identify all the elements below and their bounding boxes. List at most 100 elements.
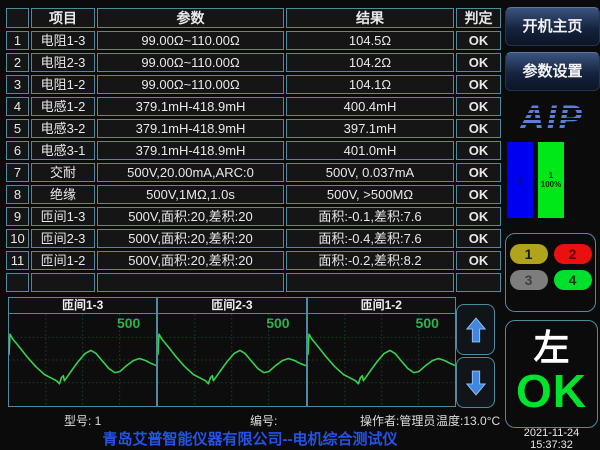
table-cell: 104.2Ω <box>286 53 454 72</box>
table-cell: 匝间1-3 <box>31 207 95 226</box>
scroll-up-button[interactable] <box>456 304 495 355</box>
column-header: 参数 <box>97 8 284 28</box>
table-cell: 7 <box>6 163 29 182</box>
waveform-scroll-buttons <box>456 304 495 408</box>
station-pill-3[interactable]: 3 <box>509 270 548 290</box>
table-cell: 8 <box>6 185 29 204</box>
table-cell: 401.0mH <box>286 141 454 160</box>
table-cell <box>6 273 29 292</box>
waveform-title: 匝间1-3 <box>8 297 158 314</box>
column-header: 结果 <box>286 8 454 28</box>
table-cell: 99.00Ω~110.00Ω <box>97 75 284 94</box>
waveform-chart: 500 <box>157 314 307 407</box>
table-cell: 104.1Ω <box>286 75 454 94</box>
table-cell: 电感3-1 <box>31 141 95 160</box>
table-cell: 500V,面积:20,差积:20 <box>97 229 284 248</box>
table-row[interactable]: 3 电阻1-2 99.00Ω~110.00Ω 104.1Ω OK <box>6 75 501 94</box>
settings-button[interactable]: 参数设置 <box>505 52 600 91</box>
column-header: 项目 <box>31 8 95 28</box>
station-pill-2[interactable]: 2 <box>553 244 592 264</box>
company-footer: 青岛艾普智能仪器有限公司--电机综合测试仪 <box>102 431 398 448</box>
table-cell <box>97 273 284 292</box>
table-cell: 500V, 0.037mA <box>286 163 454 182</box>
table-cell: 99.00Ω~110.00Ω <box>97 53 284 72</box>
table-row[interactable]: 6 电感3-1 379.1mH-418.9mH 401.0mH OK <box>6 141 501 160</box>
table-cell: 电阻1-3 <box>31 31 95 50</box>
table-cell: 99.00Ω~110.00Ω <box>97 31 284 50</box>
table-cell: 电感1-2 <box>31 97 95 116</box>
station-pill-4[interactable]: 4 <box>553 270 592 290</box>
aip-logo-text: AIP <box>519 99 584 138</box>
column-header <box>6 8 29 28</box>
judgment-cell: OK <box>456 185 501 204</box>
serial-label: 编号: <box>250 414 278 428</box>
table-cell <box>31 273 95 292</box>
station-pill-1[interactable]: 1 <box>509 244 548 264</box>
table-row[interactable]: 9 匝间1-3 500V,面积:20,差积:20 面积:-0.1,差积:7.6 OK <box>6 207 501 226</box>
table-cell: 交耐 <box>31 163 95 182</box>
test-result-panel: 左 OK <box>505 320 598 428</box>
table-cell: 379.1mH-418.9mH <box>97 141 284 160</box>
datetime-display: 2021-11-24 15:37:32 <box>503 427 600 450</box>
table-row[interactable]: 11 匝间1-2 500V,面积:20,差积:20 面积:-0.2,差积:8.2 OK <box>6 251 501 270</box>
table-cell: 500V,20.00mA,ARC:0 <box>97 163 284 182</box>
column-header: 判定 <box>456 8 501 28</box>
bar-label: 1 <box>548 171 554 180</box>
table-row[interactable]: 8 绝缘 500V,1MΩ,1.0s 500V, >500MΩ OK <box>6 185 501 204</box>
table-cell: 10 <box>6 229 29 248</box>
judgment-cell: OK <box>456 53 501 72</box>
home-button[interactable]: 开机主页 <box>505 7 600 46</box>
model-label: 型号: 1 <box>64 414 102 428</box>
waveform-section: 匝间1-3 500 匝间2-3 500 匝间1-2 500 <box>8 297 456 407</box>
judgment-cell: OK <box>456 207 501 226</box>
table-row[interactable]: 2 电阻2-3 99.00Ω~110.00Ω 104.2Ω OK <box>6 53 501 72</box>
arrow-up-icon <box>465 316 486 342</box>
table-row[interactable]: 10 匝间2-3 500V,面积:20,差积:20 面积:-0.4,差积:7.6 OK <box>6 229 501 248</box>
arrow-down-icon <box>465 370 486 396</box>
table-cell: 500V,面积:20,差积:20 <box>97 251 284 270</box>
table-cell <box>286 273 454 292</box>
position-label: 左 <box>533 327 570 368</box>
table-row[interactable] <box>6 273 501 292</box>
time-label: 15:37:32 <box>530 439 573 450</box>
judgment-cell: OK <box>456 141 501 160</box>
judgment-cell: OK <box>456 97 501 116</box>
table-cell: 电阻1-2 <box>31 75 95 94</box>
table-header-row: 项目 参数 结果 判定 <box>6 8 501 28</box>
temperature-label: 温度:13.0°C <box>436 414 501 428</box>
results-table: 项目 参数 结果 判定 1 电阻1-3 99.00Ω~110.00Ω 104.5Ω OK 2 电阻… <box>4 5 503 295</box>
table-cell: 匝间2-3 <box>31 229 95 248</box>
overall-result-status: OK <box>516 365 587 417</box>
table-row[interactable]: 4 电感1-2 379.1mH-418.9mH 400.4mH OK <box>6 97 501 116</box>
level-bar: 1 <box>507 142 533 218</box>
aip-logo: AIP <box>503 100 600 138</box>
table-cell: 电感3-2 <box>31 119 95 138</box>
operator-label: 操作者:管理员 <box>360 414 436 428</box>
table-cell: 2 <box>6 53 29 72</box>
waveform-scale-label: 500 <box>415 315 439 331</box>
judgment-cell: OK <box>456 229 501 248</box>
waveform-panel[interactable]: 匝间1-3 500 <box>8 297 158 407</box>
table-cell: 绝缘 <box>31 185 95 204</box>
table-cell: 11 <box>6 251 29 270</box>
table-cell: 9 <box>6 207 29 226</box>
table-cell: 面积:-0.2,差积:8.2 <box>286 251 454 270</box>
table-row[interactable]: 1 电阻1-3 99.00Ω~110.00Ω 104.5Ω OK <box>6 31 501 50</box>
table-cell: 379.1mH-418.9mH <box>97 97 284 116</box>
scroll-down-button[interactable] <box>456 357 495 408</box>
table-cell: 4 <box>6 97 29 116</box>
table-row[interactable]: 7 交耐 500V,20.00mA,ARC:0 500V, 0.037mA OK <box>6 163 501 182</box>
table-row[interactable]: 5 电感3-2 379.1mH-418.9mH 397.1mH OK <box>6 119 501 138</box>
waveform-panel[interactable]: 匝间2-3 500 <box>157 297 307 407</box>
judgment-cell: OK <box>456 251 501 270</box>
table-cell: 面积:-0.4,差积:7.6 <box>286 229 454 248</box>
status-bar: 型号: 1 编号: 操作者:管理员 温度:13.0°C <box>4 412 500 428</box>
table-cell: 500V,面积:20,差积:20 <box>97 207 284 226</box>
table-cell: 1 <box>6 31 29 50</box>
table-cell: 5 <box>6 119 29 138</box>
table-cell: 匝间1-2 <box>31 251 95 270</box>
waveform-title: 匝间2-3 <box>157 297 307 314</box>
waveform-panel[interactable]: 匝间1-2 500 <box>306 297 456 407</box>
